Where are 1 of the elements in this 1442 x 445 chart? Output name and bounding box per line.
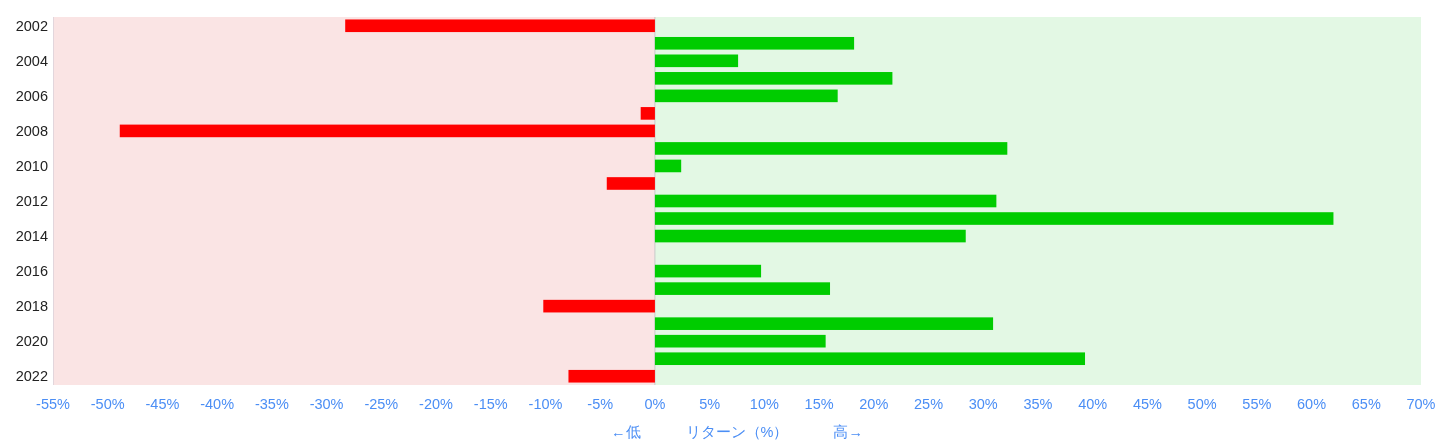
x-label: ←低 リターン（%） 高→ (611, 424, 863, 440)
